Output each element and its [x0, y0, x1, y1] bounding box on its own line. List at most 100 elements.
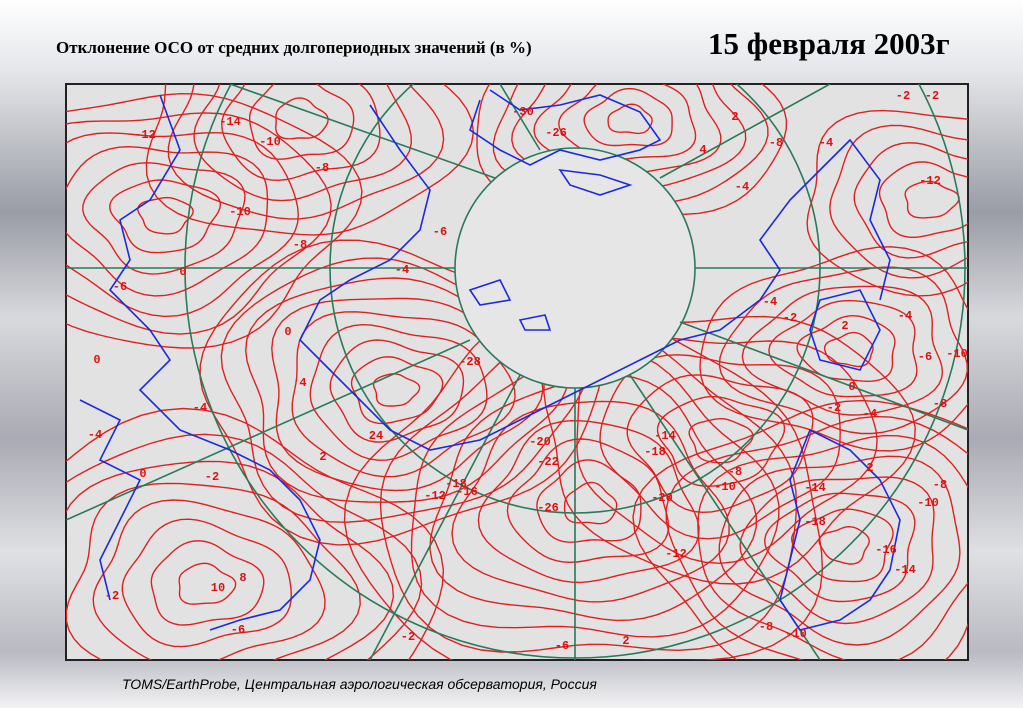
contour-line [506, 438, 670, 564]
contour-line [829, 124, 968, 279]
contour-label: -22 [537, 455, 559, 469]
contour-label: 0 [93, 353, 100, 367]
contour-label: -12 [919, 174, 941, 188]
contour-line [477, 419, 700, 584]
contour-line [632, 399, 968, 660]
contour-label: -14 [894, 563, 916, 577]
contour-line [599, 354, 841, 540]
contour-label: -12 [134, 128, 156, 142]
contour-line [739, 476, 935, 625]
contour-line [699, 246, 968, 452]
contour-label: -6 [113, 280, 127, 294]
contour-label: -14 [219, 115, 241, 129]
contour-line [718, 455, 961, 646]
contour-line [429, 374, 758, 622]
contour-label: 2 [319, 450, 326, 464]
contour-line [476, 84, 788, 216]
contour-label: 0 [848, 380, 855, 394]
contour-line [410, 347, 780, 638]
contour-label: -16 [456, 485, 478, 499]
contour-label: -26 [537, 501, 559, 515]
contour-line [66, 433, 423, 660]
contour-label: 2 [841, 319, 848, 333]
contour-line [607, 103, 653, 135]
contour-label: -6 [918, 350, 932, 364]
contour-label: -4 [395, 263, 409, 277]
contour-line [309, 323, 488, 461]
contour-label: -14 [804, 481, 826, 495]
contour-label: 0 [179, 265, 186, 279]
contour-label: -8 [759, 620, 773, 634]
contour-label: -2 [783, 311, 797, 325]
contour-line [82, 162, 246, 275]
contour-line [193, 84, 413, 202]
contour-line [558, 84, 697, 161]
contour-label: -16 [875, 543, 897, 557]
contour-line [818, 525, 870, 565]
contour-line [150, 540, 265, 626]
contour-line [66, 145, 269, 297]
contour-label: -30 [512, 105, 534, 119]
contour-label: -8 [293, 238, 307, 252]
contour-labels: -12-14-10-8-10-80-60-4-40 -2108-2-6420-6-… [88, 89, 968, 653]
contour-label: -10 [946, 347, 968, 361]
contour-line [178, 562, 237, 605]
date: 15 февраля 2003г [708, 26, 950, 61]
contour-label: -2 [105, 589, 119, 603]
contour-line [576, 336, 878, 565]
contour-label: -26 [545, 126, 567, 140]
contour-label: -4 [193, 401, 207, 415]
contour-line [536, 459, 642, 543]
title: Отклонение ОСО от средних долгопериодных… [56, 38, 532, 57]
contour-line [688, 418, 754, 464]
contour-label: -4 [898, 309, 912, 323]
contour-line [492, 84, 769, 203]
contour-label: -20 [651, 491, 673, 505]
contour-label: -8 [933, 478, 947, 492]
contour-line [66, 407, 445, 660]
contour-line [656, 396, 786, 487]
contour-label: -4 [819, 136, 833, 150]
contour-label: -6 [555, 639, 569, 653]
contour-line [291, 311, 516, 478]
contour-line [66, 92, 363, 349]
contour-line [718, 266, 968, 435]
contour-line [583, 87, 673, 147]
contour-line [511, 84, 747, 190]
source-caption: TOMS/EarthProbe, Центральная аэрологичес… [122, 676, 597, 692]
contour-label: -20 [529, 435, 551, 449]
contour-label: -2 [925, 89, 939, 103]
contour-label: 2 [731, 110, 738, 124]
contour-label: -6 [231, 623, 245, 637]
contour-line [665, 415, 968, 660]
contour-label: -2 [827, 401, 841, 415]
contour-line [533, 84, 722, 175]
contour-line [271, 297, 544, 492]
contour-line [741, 285, 944, 416]
contour-label: -10 [229, 205, 251, 219]
contour-line [904, 180, 960, 219]
contour-line [451, 400, 730, 603]
contour-line [563, 481, 618, 525]
contour-label: -14 [654, 429, 676, 443]
contour-line [137, 196, 194, 235]
contour-line [796, 315, 896, 383]
contour-label: 24 [369, 429, 383, 443]
coastlines [79, 89, 901, 631]
contour-line [66, 131, 299, 318]
contour-label: -18 [445, 477, 467, 491]
graticule [66, 84, 968, 660]
contour-line [167, 84, 445, 220]
contour-label: -4 [863, 407, 877, 421]
contour-line [221, 84, 381, 182]
contour-label: 4 [699, 143, 706, 157]
contour-label: -8 [728, 465, 742, 479]
contour-line [853, 142, 968, 259]
contour-label: -2 [205, 470, 219, 484]
contour-label: -10 [714, 480, 736, 494]
contour-line [806, 109, 968, 297]
contour-label: -2 [401, 630, 415, 644]
